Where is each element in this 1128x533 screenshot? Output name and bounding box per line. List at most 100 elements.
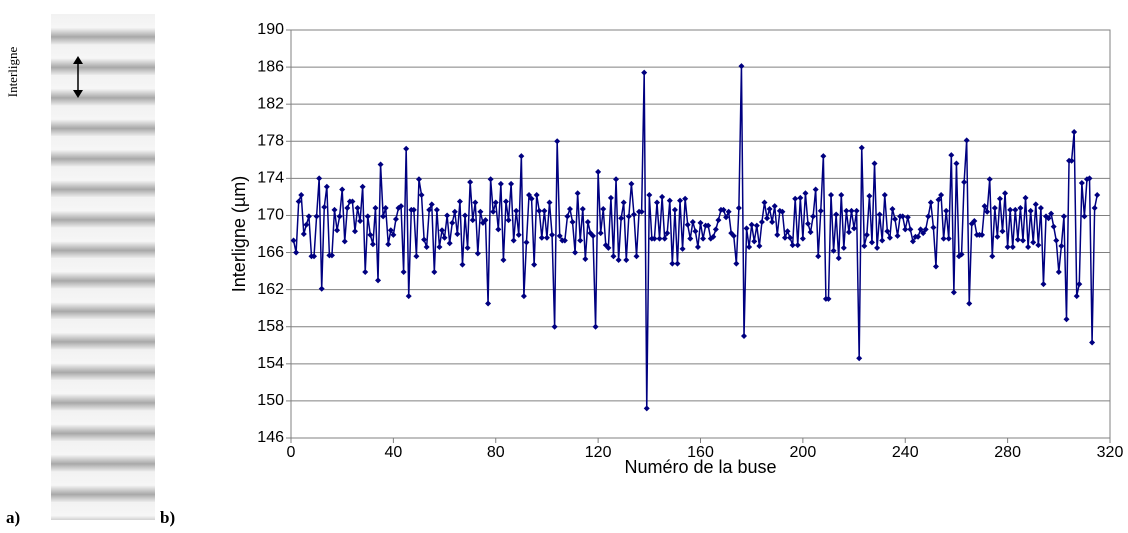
point — [935, 196, 942, 203]
image-label: Interligne — [5, 47, 20, 98]
point — [904, 214, 911, 221]
point — [909, 238, 916, 245]
point — [922, 226, 929, 233]
x-tick-label: 240 — [892, 444, 919, 461]
point — [456, 198, 463, 205]
point — [533, 192, 540, 199]
point — [303, 221, 310, 228]
point — [710, 233, 717, 240]
point — [418, 192, 425, 199]
point — [513, 207, 520, 214]
y-tick-label: 174 — [257, 170, 284, 187]
point — [669, 260, 676, 267]
point — [764, 215, 771, 222]
point — [339, 186, 346, 193]
point — [700, 235, 707, 242]
point — [1055, 269, 1062, 276]
point — [733, 260, 740, 267]
point — [1027, 207, 1034, 214]
point — [902, 226, 909, 233]
point — [840, 244, 847, 251]
point — [828, 192, 835, 199]
point — [1089, 339, 1096, 346]
point — [641, 69, 648, 76]
point — [410, 206, 417, 213]
point — [858, 144, 865, 151]
point — [538, 234, 545, 241]
point — [561, 237, 568, 244]
point — [1025, 243, 1032, 250]
point — [930, 224, 937, 231]
point — [851, 225, 858, 232]
point — [679, 245, 686, 252]
point — [1019, 237, 1026, 244]
point — [584, 218, 591, 225]
point — [771, 203, 778, 210]
point — [590, 232, 597, 239]
point — [331, 206, 338, 213]
point — [1058, 243, 1065, 250]
point — [528, 195, 535, 202]
point — [451, 208, 458, 215]
point — [984, 208, 991, 215]
point — [472, 199, 479, 206]
point — [613, 176, 620, 183]
point — [554, 138, 561, 145]
point — [833, 211, 840, 218]
point — [597, 230, 604, 237]
point — [305, 213, 312, 220]
point — [474, 250, 481, 257]
point — [756, 243, 763, 250]
point — [810, 213, 817, 220]
point — [543, 234, 550, 241]
point — [464, 244, 471, 251]
point — [497, 180, 504, 187]
y-axis-title: Interligne (µm) — [229, 176, 249, 292]
point — [999, 228, 1006, 235]
point — [664, 230, 671, 237]
point — [502, 198, 509, 205]
point — [595, 168, 602, 175]
point — [1053, 237, 1060, 244]
point — [300, 231, 307, 237]
point — [520, 293, 527, 300]
point — [495, 226, 502, 233]
point — [659, 193, 666, 200]
point — [994, 233, 1001, 240]
point — [1081, 213, 1088, 220]
point — [848, 207, 855, 214]
point — [449, 219, 456, 226]
point — [398, 203, 405, 210]
point — [485, 300, 492, 307]
point — [917, 226, 924, 233]
point — [556, 232, 563, 239]
point — [694, 243, 701, 250]
point — [351, 228, 358, 235]
y-tick-label: 146 — [257, 429, 284, 446]
point — [359, 183, 366, 190]
point — [1002, 190, 1009, 197]
point — [551, 323, 558, 330]
point — [817, 207, 824, 214]
point — [871, 160, 878, 167]
point — [1078, 180, 1085, 186]
point — [382, 205, 389, 212]
point — [684, 221, 691, 228]
point — [546, 199, 553, 206]
point — [876, 211, 883, 218]
point — [920, 230, 927, 237]
point — [1040, 281, 1047, 288]
point — [564, 213, 571, 220]
point — [774, 231, 781, 238]
point — [600, 205, 607, 212]
x-axis-title: Numéro de la buse — [624, 457, 776, 477]
point — [433, 206, 440, 213]
point — [549, 231, 556, 238]
point — [313, 213, 320, 220]
arrow-head — [73, 90, 83, 98]
point — [444, 212, 451, 219]
point — [1068, 157, 1075, 164]
point — [838, 192, 845, 199]
point — [868, 239, 875, 246]
point — [715, 217, 722, 224]
